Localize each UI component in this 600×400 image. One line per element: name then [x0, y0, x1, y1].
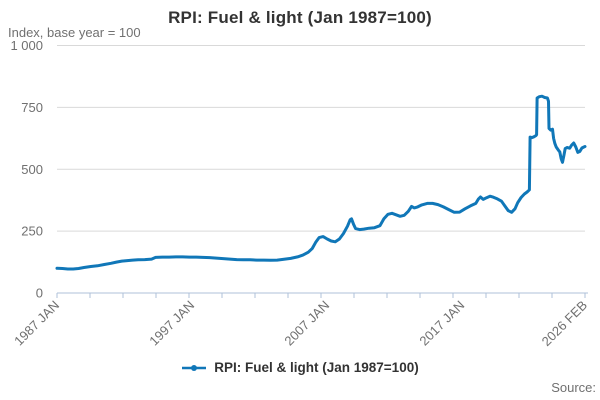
legend-label: RPI: Fuel & light (Jan 1987=100): [214, 360, 419, 375]
x-axis-tick-label: 2007 JAN: [281, 298, 332, 349]
legend-line-marker-icon: [182, 364, 207, 371]
gridlines: [57, 45, 585, 232]
y-axis-tick-label: 500: [21, 162, 43, 177]
legend-item[interactable]: RPI: Fuel & light (Jan 1987=100): [0, 360, 600, 375]
x-axis-tick-label: 2026 FEB: [539, 298, 590, 349]
legend-marker-point: [191, 364, 198, 371]
y-axis-tick-label: 1 000: [10, 38, 43, 53]
axis-tick-labels: 0 250 500 750 1 000 1987 JAN 1997 JAN 2007 JAN 2…: [10, 38, 590, 349]
y-axis-tick-label: 750: [21, 100, 43, 115]
source-label: Source:: [551, 380, 596, 395]
y-axis-tick-label: 0: [36, 286, 43, 301]
y-axis-unit-label: Index, base year = 100: [8, 25, 141, 40]
x-axis-tick-label: 1997 JAN: [146, 298, 197, 349]
series-line-rpi-fuel-and-light[interactable]: [55, 94, 587, 271]
chart-title: RPI: Fuel & light (Jan 1987=100): [168, 8, 432, 27]
x-axis-tick-label: 2017 JAN: [416, 298, 467, 349]
y-axis-tick-label: 250: [21, 224, 43, 239]
x-axis: [56, 292, 588, 298]
x-axis-tick-label: 1987 JAN: [11, 298, 62, 349]
data-series: [55, 94, 587, 271]
